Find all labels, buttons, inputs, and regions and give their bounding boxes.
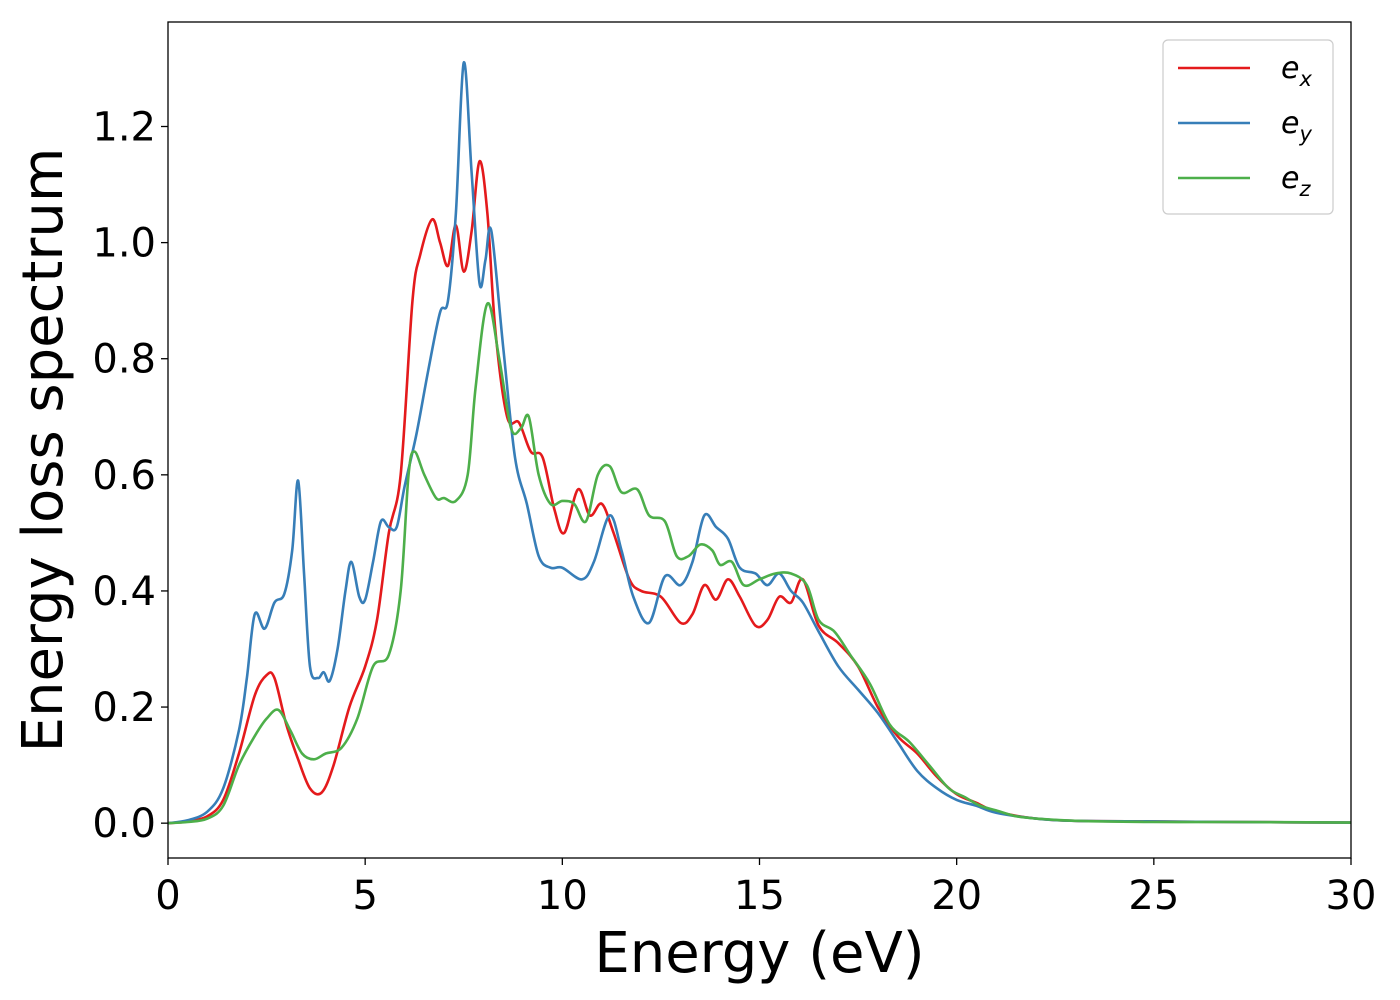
series-layer: [168, 61, 1351, 825]
y-axis-label: Energy loss spectrum: [11, 148, 76, 753]
y-tick-label: 1.0: [92, 221, 156, 267]
legend-label: ez: [1281, 161, 1311, 201]
y-tick-label: 0.8: [92, 337, 156, 383]
x-tick-label: 30: [1326, 873, 1377, 919]
legend-box: [1162, 39, 1334, 215]
x-tick-label: 5: [352, 873, 377, 919]
series-line-ex: [168, 160, 1351, 825]
y-tick-label: 1.2: [92, 105, 156, 151]
y-tick-label: 0.6: [92, 453, 156, 499]
ticks-layer: 0 5 10 15 20 25 30 0.0 0.2 0.4 0.6 0.8 1.0 1.2: [92, 105, 1376, 920]
x-tick-label: 0: [155, 873, 180, 919]
x-tick-label: 15: [734, 873, 785, 919]
y-tick-label: 0.0: [92, 801, 156, 847]
series-line-ez: [168, 302, 1351, 825]
x-tick-label: 10: [537, 873, 588, 919]
x-axis-label: Energy (eV): [594, 921, 924, 986]
series-line-ey: [168, 61, 1351, 825]
y-tick-label: 0.2: [92, 685, 156, 731]
y-tick-label: 0.4: [92, 569, 156, 615]
x-tick-label: 20: [931, 873, 982, 919]
x-tick-label: 25: [1128, 873, 1179, 919]
